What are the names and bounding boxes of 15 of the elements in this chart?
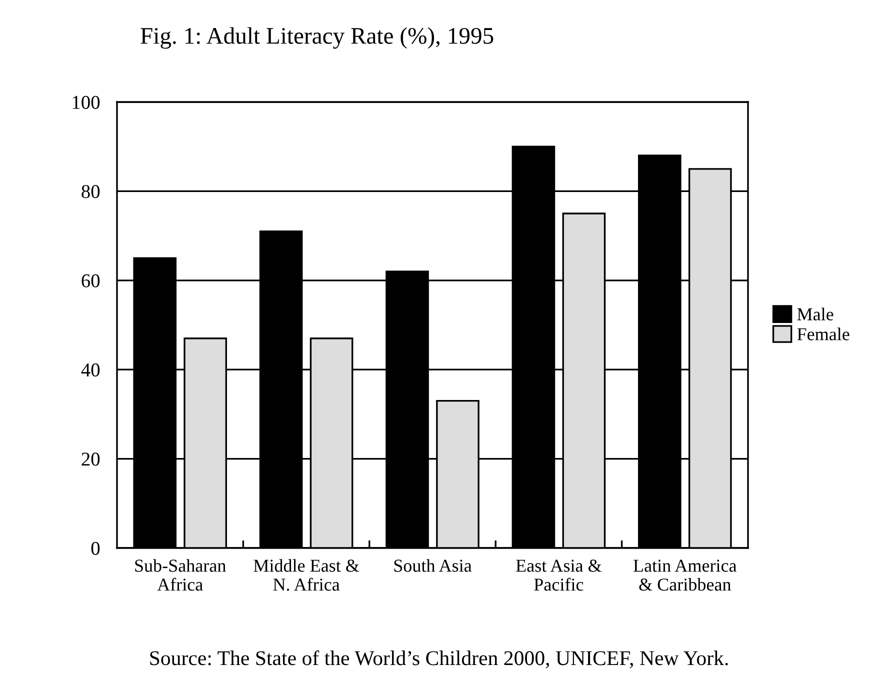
chart-title: Fig. 1: Adult Literacy Rate (%), 1995 (140, 27, 494, 49)
source-note: Source: The State of the World’s Children 2000, UNICEF, New York. (150, 650, 728, 668)
y-tick-label: 100 (72, 96, 100, 109)
x-tick-label: South Asia (394, 559, 472, 572)
legend-label: Male (797, 308, 834, 320)
y-tick-label: 0 (91, 542, 100, 555)
y-tick-label: 40 (81, 363, 100, 377)
x-tick-label: Middle East & N. Africa (254, 559, 360, 591)
x-tick-label: Latin America & Caribbean (634, 560, 737, 591)
y-tick-label: 20 (82, 452, 100, 466)
legend-label: Female (797, 328, 850, 340)
x-tick-label: East Asia & Pacific (516, 560, 602, 591)
y-tick-label: 60 (82, 274, 100, 288)
y-tick-label: 80 (82, 185, 100, 198)
x-tick-label: Sub-Saharan Africa (135, 559, 226, 591)
